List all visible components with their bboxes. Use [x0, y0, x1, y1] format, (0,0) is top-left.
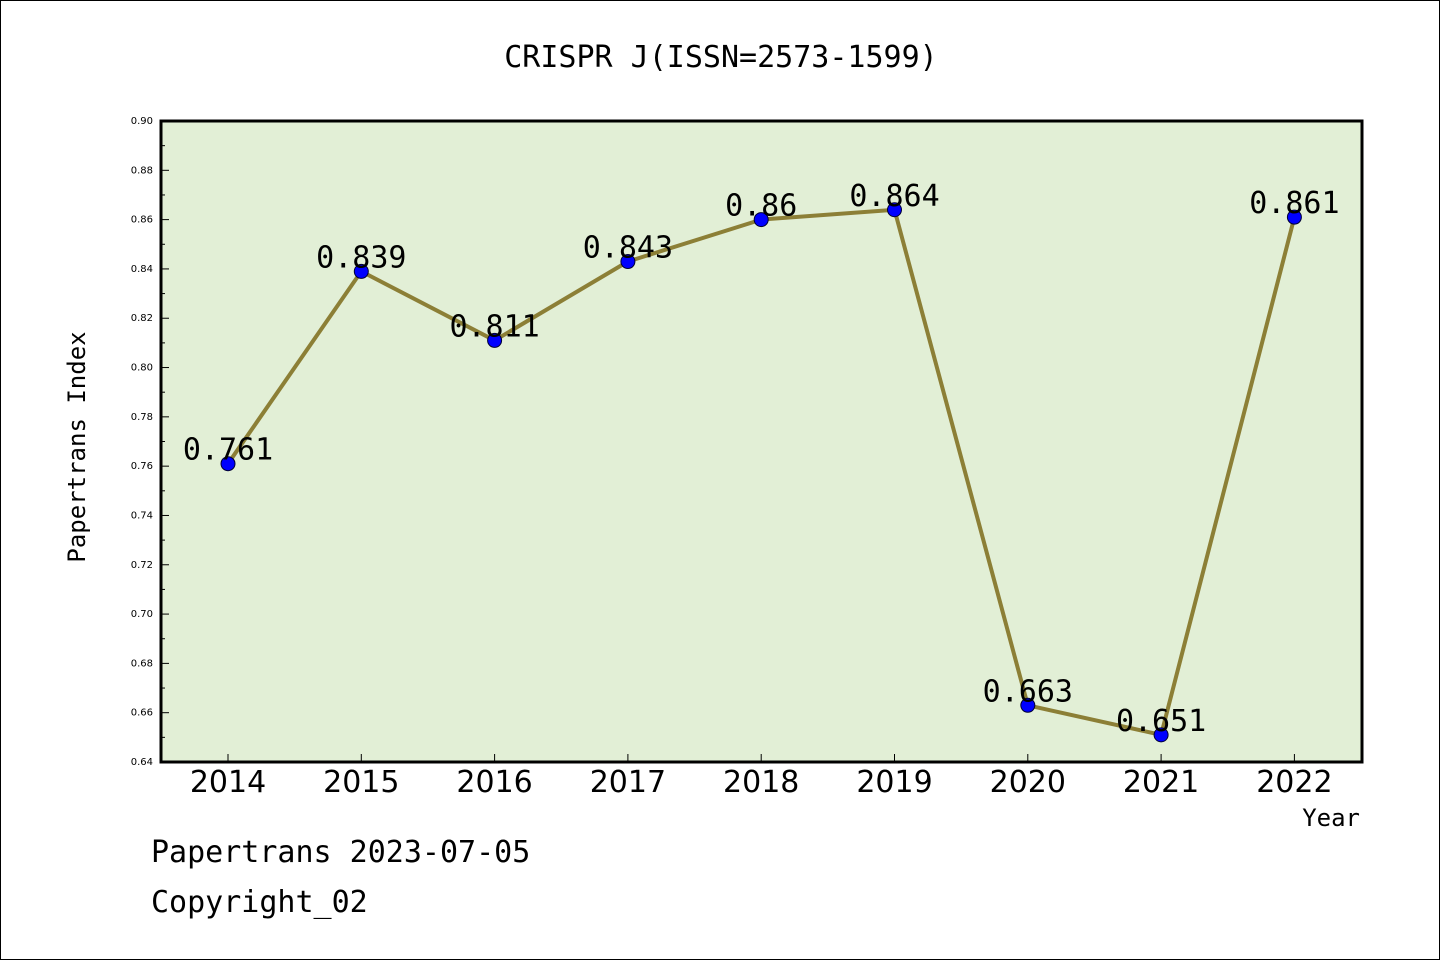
y-tick-label-6: 0.76 [131, 461, 153, 472]
y-tick-label-12: 0.88 [131, 165, 153, 176]
x-tick-label-1: 2015 [323, 765, 399, 800]
data-label-2016: 0.811 [449, 309, 539, 344]
data-label-2019: 0.864 [849, 179, 939, 214]
data-point-2019 [887, 202, 902, 218]
series-markers [220, 202, 1302, 743]
y-axis-label: Papertrans Index [63, 331, 91, 562]
y-tick-label-8: 0.80 [131, 363, 153, 374]
y-tick-label-2: 0.68 [131, 658, 153, 669]
footer-date: Papertrans 2023-07-05 [151, 835, 531, 870]
data-point-2017 [620, 254, 636, 270]
data-label-2018: 0.86 [725, 189, 797, 224]
data-point-2020 [1020, 697, 1036, 713]
data-point-2016 [487, 332, 503, 348]
data-labels: 0.761 0.839 0.811 0.843 0.86 0.864 0.663 0.651 0… [183, 179, 1340, 739]
data-point-2018 [753, 212, 769, 228]
footer-copyright: Copyright_02 [151, 885, 368, 920]
x-tick-label-4: 2018 [723, 765, 799, 800]
x-tick-label-8: 2022 [1256, 765, 1332, 800]
x-tick-label-5: 2019 [856, 765, 932, 800]
y-tick-label-4: 0.72 [131, 560, 153, 571]
data-label-2022: 0.861 [1249, 186, 1339, 221]
data-label-2021: 0.651 [1116, 704, 1206, 739]
x-axis-label: Year [1302, 804, 1360, 832]
data-point-2022 [1286, 209, 1302, 225]
data-label-2017: 0.843 [583, 231, 673, 266]
y-tick-label-10: 0.84 [131, 264, 153, 275]
x-tick-label-2: 2016 [456, 765, 532, 800]
x-tick-label-0: 2014 [190, 765, 266, 800]
y-tick-label-3: 0.70 [131, 609, 153, 620]
data-point-2021 [1153, 727, 1169, 743]
x-tick-label-3: 2017 [590, 765, 666, 800]
data-point-2015 [353, 263, 369, 279]
x-tick-label-6: 2020 [990, 765, 1066, 800]
plot-border [159, 119, 1364, 764]
y-tick-label-11: 0.86 [131, 215, 153, 226]
y-tick-label-13: 0.90 [131, 116, 153, 127]
data-point-2014 [220, 456, 236, 472]
data-label-2015: 0.839 [316, 240, 406, 275]
chart-title: CRISPR J(ISSN=2573-1599) [504, 40, 937, 75]
data-label-2020: 0.663 [983, 674, 1073, 709]
y-tick-label-7: 0.78 [131, 412, 153, 423]
y-tick-label-5: 0.74 [131, 510, 153, 521]
data-label-2014: 0.761 [183, 433, 273, 468]
x-tick-label-7: 2021 [1123, 765, 1199, 800]
y-tick-label-1: 0.66 [131, 708, 153, 719]
y-tick-label-9: 0.82 [131, 313, 153, 324]
y-tick-label-0: 0.64 [131, 757, 153, 768]
x-axis: 2014 2015 2016 2017 2018 2019 2020 2021 2022 [190, 754, 1333, 800]
plot-area [161, 121, 1362, 762]
